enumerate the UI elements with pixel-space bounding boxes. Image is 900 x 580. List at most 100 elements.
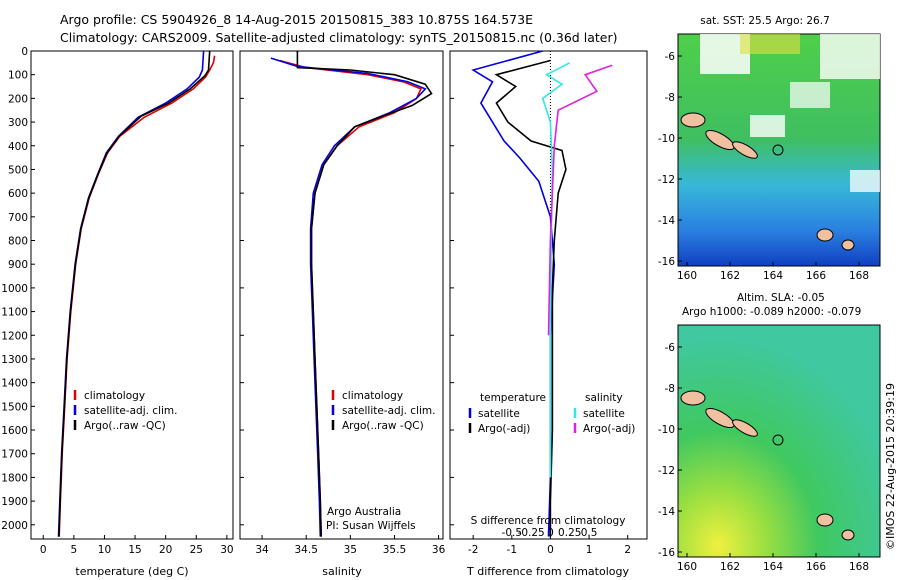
- legend-label: Argo(-adj): [583, 423, 635, 435]
- salinity-plot-frame: [239, 50, 444, 540]
- island: [841, 239, 855, 251]
- salinity-annotation-line1: Argo Australia: [327, 506, 401, 518]
- difference-legend: temperature satellite Argo(-adj) salinity sa…: [468, 392, 635, 435]
- y-tick-label: 1900: [1, 496, 28, 508]
- sst-map: sat. SST: 25.5 Argo: 26.7 160 162 164 166 16…: [658, 15, 881, 282]
- island: [732, 419, 758, 437]
- map-y-tick-label: -10: [658, 133, 675, 145]
- legend-label: satellite-adj. clim.: [342, 405, 435, 417]
- sst-argo-marker: [772, 144, 784, 156]
- y-tick-label: 400: [8, 141, 28, 153]
- sst-cloud-gap: [750, 115, 785, 137]
- map-x-tick-label: 162: [720, 561, 740, 573]
- x-tick-label: 1: [586, 544, 593, 556]
- temperature-ticks: 0 5 10 15 20 25 300100200300400500600700800900…: [1, 46, 233, 556]
- map-x-tick-label: 168: [849, 561, 869, 573]
- map-x-tick-label: 164: [763, 561, 783, 573]
- x-tick-label: -1: [507, 544, 517, 556]
- x-tick-label: -2: [468, 544, 478, 556]
- legend-label: satellite: [478, 408, 520, 420]
- sla-argo-marker: [772, 434, 784, 446]
- legend-title: temperature: [480, 392, 546, 404]
- y-tick-label: 1400: [1, 378, 28, 390]
- sla-map-title2: Argo h1000: -0.089 h2000: -0.079: [682, 306, 861, 318]
- y-tick-label: 100: [8, 70, 28, 82]
- y-tick-label: 300: [8, 117, 28, 129]
- map-y-tick-label: -12: [658, 465, 675, 477]
- y-tick-label: 0: [21, 46, 28, 58]
- map-y-tick-label: -14: [658, 215, 675, 227]
- island: [816, 513, 834, 527]
- legend-label: Argo(-adj): [478, 423, 530, 435]
- imos-credit: ©IMOS 22-Aug-2015 20:39:19: [884, 383, 897, 550]
- difference-t-label: T difference from climatology: [466, 565, 629, 578]
- sst-warm-patch: [740, 34, 800, 54]
- difference-lines: [471, 50, 613, 537]
- temperature-legend: climatology satellite-adj. clim. Argo(..ra…: [73, 390, 177, 432]
- y-tick-label: 1200: [1, 330, 28, 342]
- map-y-tick-label: -10: [658, 424, 675, 436]
- x-tick-label: 34: [255, 544, 269, 556]
- x-tick-label: 25: [190, 544, 203, 556]
- x-tick-label: 35.5: [383, 544, 406, 556]
- x-tick-label: 36: [432, 544, 446, 556]
- x-tick-label: 15: [128, 544, 141, 556]
- map-y-tick-label: -6: [665, 342, 676, 354]
- y-tick-label: 1100: [1, 307, 28, 319]
- map-x-tick-label: 162: [720, 270, 740, 282]
- temperature-xlabel: temperature (deg C): [75, 565, 188, 578]
- legend-label: Argo(..raw -QC): [342, 420, 424, 432]
- map-y-tick-label: -6: [665, 51, 676, 63]
- x-tick-label: 34.5: [295, 544, 318, 556]
- salinity-legend: climatology satellite-adj. clim. Argo(..ra…: [331, 390, 435, 432]
- y-tick-label: 200: [8, 93, 28, 105]
- sla-islands: [680, 390, 855, 541]
- difference-panel: -2 -1 0 1 2-0.5-0.25 0 0.25 0.5 S difference fr…: [449, 50, 648, 578]
- x-tick-label: 0: [547, 544, 554, 556]
- island: [680, 112, 706, 128]
- y-tick-label: 2000: [1, 520, 28, 532]
- island: [705, 129, 735, 151]
- legend-label: climatology: [84, 390, 145, 402]
- y-tick-label: 1700: [1, 449, 28, 461]
- s-tick-label: -0.5: [502, 527, 523, 539]
- sla-map: Altim. SLA: -0.05 Argo h1000: -0.089 h20…: [658, 292, 881, 573]
- sst-cloud-gap: [820, 34, 880, 79]
- x-tick-label: 10: [98, 544, 111, 556]
- sst-cloud-gap: [850, 170, 880, 192]
- y-tick-label: 1600: [1, 425, 28, 437]
- legend-label: Argo(..raw -QC): [84, 420, 166, 432]
- map-y-tick-label: -8: [665, 92, 675, 104]
- sla-map-title1: Altim. SLA: -0.05: [737, 292, 825, 304]
- series-line-t-argo-adj-: [494, 59, 567, 537]
- x-tick-label: 5: [71, 544, 78, 556]
- header-title-line1: Argo profile: CS 5904926_8 14-Aug-2015 2…: [60, 12, 533, 27]
- map-y-tick-label: -8: [665, 383, 675, 395]
- y-tick-label: 1300: [1, 354, 28, 366]
- island: [732, 141, 758, 159]
- island: [680, 390, 706, 406]
- series-line-argo-raw-qc-: [58, 50, 211, 537]
- sst-map-patches: [700, 34, 880, 192]
- s-tick-label: 0.25: [558, 527, 581, 539]
- y-tick-label: 600: [8, 188, 28, 200]
- salinity-annotation-line2: PI: Susan Wijffels: [326, 520, 416, 532]
- legend-label: climatology: [342, 390, 403, 402]
- island: [705, 407, 735, 429]
- temperature-plot-frame: [30, 50, 234, 540]
- map-y-tick-label: -14: [658, 506, 675, 518]
- sst-map-ticks: 160 162 164 166 168 -6 -8 -10 -12 -14 -16: [658, 51, 869, 282]
- difference-s-label: S difference from climatology: [471, 515, 626, 527]
- island: [841, 529, 855, 541]
- legend-label: satellite: [583, 408, 625, 420]
- legend-label: satellite-adj. clim.: [84, 405, 177, 417]
- temperature-panel: 0 5 10 15 20 25 300100200300400500600700800900…: [1, 46, 233, 578]
- series-line-s-satellite: [541, 62, 571, 478]
- salinity-ticks: 34 34.5 35 35.5 36: [240, 50, 446, 556]
- y-tick-label: 1800: [1, 472, 28, 484]
- series-line-s-argo-adj-: [547, 64, 613, 336]
- difference-plot-frame: [449, 50, 648, 540]
- x-tick-label: 2: [624, 544, 631, 556]
- salinity-panel: 34 34.5 35 35.5 36 salinity climatology satel…: [239, 50, 446, 578]
- sla-map-field: [677, 324, 881, 558]
